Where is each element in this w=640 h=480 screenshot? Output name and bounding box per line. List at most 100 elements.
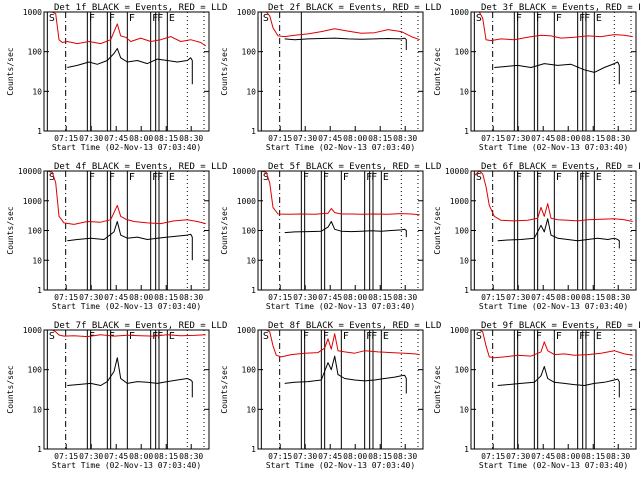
y-tick-label: 10 — [459, 405, 469, 414]
y-tick-label: 100 — [242, 366, 257, 375]
panel-title: Det 5f BLACK = Events, RED = LLD — [268, 162, 441, 172]
x-tick-label: 08:00 — [343, 134, 367, 143]
panel-title: Det 2f BLACK = Events, RED = LLD — [268, 3, 441, 13]
interval-marker-label: S — [263, 13, 269, 24]
x-tick-label: 08:00 — [343, 452, 367, 461]
x-axis-label: Start Time (02-Nov-13 07:03:40) — [266, 302, 415, 311]
x-tick-label: 07:15 — [54, 452, 78, 461]
x-tick-label: 08:30 — [393, 293, 417, 302]
x-tick-label: 08:30 — [606, 293, 630, 302]
interval-marker-label: F — [536, 331, 542, 342]
y-tick-label: 1 — [464, 445, 469, 454]
y-tick-label: 1 — [251, 127, 256, 136]
x-tick-label: 07:15 — [481, 452, 505, 461]
lld-series-line — [47, 329, 206, 338]
x-axis-label: Start Time (02-Nov-13 07:03:40) — [52, 461, 201, 470]
y-axis-label: Counts/sec — [433, 206, 442, 254]
plot-frame — [43, 170, 210, 291]
interval-marker-label: F — [129, 13, 135, 24]
x-tick-label: 07:30 — [293, 293, 317, 302]
interval-marker-label: F — [303, 172, 309, 183]
y-axis-label: Counts/sec — [220, 365, 229, 413]
detector-panel: S 1 10 100 1000 07:15 07:30 07:45 08:00 08:15 08:3… — [220, 3, 441, 152]
y-tick-label: 10 — [459, 256, 469, 265]
x-tick-label: 08:15 — [581, 452, 605, 461]
y-tick-label: 1 — [251, 286, 256, 295]
y-axis-label: Counts/sec — [433, 47, 442, 95]
x-tick-label: 08:00 — [129, 134, 153, 143]
y-tick-label: 100 — [455, 227, 470, 236]
lld-series-line — [261, 170, 420, 216]
x-tick-label: 07:30 — [79, 293, 103, 302]
y-tick-label: 100 — [455, 48, 470, 57]
x-tick-label: 07:30 — [506, 134, 530, 143]
interval-marker-label: F — [536, 13, 542, 24]
interval-marker-label: F — [109, 331, 115, 342]
y-axis-label: Counts/sec — [6, 365, 15, 413]
interval-marker-label: F — [556, 172, 562, 183]
panel-title: Det 9f BLACK = Events, RED = LLD — [481, 321, 640, 331]
interval-marker-label: F — [371, 172, 377, 183]
x-tick-label: 07:15 — [54, 134, 78, 143]
x-tick-label: 07:30 — [293, 134, 317, 143]
y-tick-label: 1000 — [237, 197, 256, 206]
y-tick-label: 10000 — [445, 167, 469, 176]
interval-marker-label: F — [343, 331, 349, 342]
x-tick-label: 07:30 — [293, 452, 317, 461]
panel-title: Det 7f BLACK = Events, RED = LLD — [54, 321, 227, 331]
y-tick-label: 10 — [246, 87, 256, 96]
x-tick-label: 08:30 — [179, 293, 203, 302]
y-tick-label: 10 — [32, 405, 42, 414]
x-tick-label: 07:15 — [481, 293, 505, 302]
detector-panel: SFFFFFE110100100007:1507:3007:4508:0008:… — [6, 321, 227, 470]
x-tick-label: 08:00 — [129, 452, 153, 461]
interval-marker-label: F — [303, 331, 309, 342]
y-tick-label: 10 — [32, 87, 42, 96]
detector-panel: SFFFFFE110100100007:1507:3007:4508:0008:… — [433, 3, 640, 152]
interval-marker-label: S — [476, 13, 482, 24]
x-tick-label: 07:15 — [481, 134, 505, 143]
interval-marker-label: E — [169, 331, 175, 342]
y-tick-label: 1000 — [237, 326, 256, 335]
x-axis-label: Start Time (02-Nov-13 07:03:40) — [266, 143, 415, 152]
x-tick-label: 08:00 — [556, 452, 580, 461]
x-tick-label: 08:30 — [393, 134, 417, 143]
x-tick-label: 07:30 — [79, 452, 103, 461]
y-tick-label: 10 — [459, 87, 469, 96]
interval-marker-label: F — [157, 13, 163, 24]
plot-frame — [257, 329, 424, 450]
panel-title: Det 8f BLACK = Events, RED = LLD — [268, 321, 441, 331]
interval-marker-label: E — [383, 331, 389, 342]
y-axis-label: Counts/sec — [433, 365, 442, 413]
y-tick-label: 100 — [28, 227, 43, 236]
interval-marker-label: E — [596, 13, 602, 24]
x-tick-label: 08:15 — [368, 134, 392, 143]
x-tick-label: 08:30 — [393, 452, 417, 461]
x-tick-label: 07:45 — [318, 452, 342, 461]
interval-marker-label: F — [516, 172, 522, 183]
y-tick-label: 10000 — [18, 167, 42, 176]
interval-marker-label: F — [89, 13, 95, 24]
x-tick-label: 07:45 — [104, 452, 128, 461]
panel-title: Det 1f BLACK = Events, RED = LLD — [54, 3, 227, 13]
y-tick-label: 1000 — [23, 326, 42, 335]
y-tick-label: 10 — [246, 405, 256, 414]
detector-panel: SFFFFFE110100100007:1507:3007:4508:0008:… — [220, 321, 441, 470]
detector-panel: SFFFFFE11010010001000007:1507:3007:4508:… — [433, 162, 640, 311]
interval-marker-label: S — [49, 331, 55, 342]
x-tick-label: 08:15 — [368, 452, 392, 461]
x-tick-label: 08:15 — [154, 134, 178, 143]
x-tick-label: 08:30 — [179, 134, 203, 143]
y-tick-label: 1 — [464, 286, 469, 295]
y-tick-label: 1 — [37, 445, 42, 454]
x-tick-label: 07:15 — [268, 134, 292, 143]
plot-frame — [470, 329, 637, 450]
x-axis-label: Start Time (02-Nov-13 07:03:40) — [52, 302, 201, 311]
interval-marker-label: F — [323, 331, 329, 342]
x-tick-label: 08:00 — [556, 134, 580, 143]
y-axis-label: Counts/sec — [6, 206, 15, 254]
plot-frame — [43, 329, 210, 450]
events-series-line — [284, 37, 407, 50]
x-axis-label: Start Time (02-Nov-13 07:03:40) — [266, 461, 415, 470]
interval-marker-label: F — [536, 172, 542, 183]
